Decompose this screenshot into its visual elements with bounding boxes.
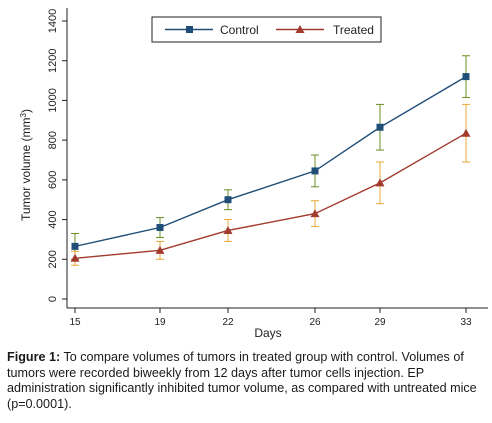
- x-tick-label: 15: [69, 317, 81, 328]
- x-axis-ticks: 15 19 22 26 29 33: [69, 308, 472, 328]
- figure-caption: Figure 1: To compare volumes of tumors i…: [7, 350, 485, 412]
- y-tick-label: 200: [47, 250, 59, 268]
- legend-label-control: Control: [220, 23, 259, 37]
- data-point-square: [311, 167, 319, 175]
- x-tick-label: 19: [154, 317, 166, 328]
- series-line-control: [74, 75, 467, 248]
- data-point-triangle: [155, 245, 165, 254]
- data-point-square: [376, 123, 384, 131]
- data-point-square: [71, 242, 79, 250]
- legend-marker-treated: [295, 25, 305, 33]
- y-tick-label: 0: [47, 296, 59, 302]
- tumor-volume-chart: 0 200 400 600 800 1000 1200 1400 15 19 22 26 29 33 T…: [19, 8, 488, 340]
- y-axis-label: Tumor volume (mm3): [19, 109, 34, 221]
- series-markers: [70, 73, 471, 262]
- data-point-square: [156, 224, 164, 232]
- caption-label: Figure 1:: [7, 350, 61, 364]
- axes: [66, 8, 488, 309]
- legend: Control Treated: [151, 16, 382, 43]
- y-tick-label: 600: [47, 171, 59, 189]
- legend-label-treated: Treated: [333, 23, 374, 37]
- y-axis-ticks: 0 200 400 600 800 1000 1200 1400: [47, 9, 67, 302]
- data-point-triangle: [223, 225, 233, 234]
- series-line-treated: [74, 132, 467, 259]
- x-tick-label: 29: [374, 317, 386, 328]
- y-tick-label: 400: [47, 210, 59, 228]
- data-point-square: [462, 73, 470, 81]
- y-tick-label: 800: [47, 131, 59, 149]
- data-point-triangle: [310, 209, 320, 218]
- data-point-square: [224, 196, 232, 204]
- x-tick-label: 22: [222, 317, 234, 328]
- x-axis-label: Days: [254, 326, 281, 340]
- data-point-triangle: [461, 128, 471, 137]
- x-tick-label: 26: [309, 317, 321, 328]
- y-tick-label: 1200: [47, 48, 59, 72]
- y-tick-label: 1400: [47, 9, 59, 33]
- x-tick-label: 33: [460, 317, 472, 328]
- data-point-triangle: [70, 253, 80, 262]
- data-point-triangle: [375, 178, 385, 187]
- y-tick-label: 1000: [47, 88, 59, 112]
- series-lines: [74, 75, 467, 259]
- caption-text: To compare volumes of tumors in treated …: [7, 350, 477, 411]
- legend-marker-control: [186, 26, 193, 33]
